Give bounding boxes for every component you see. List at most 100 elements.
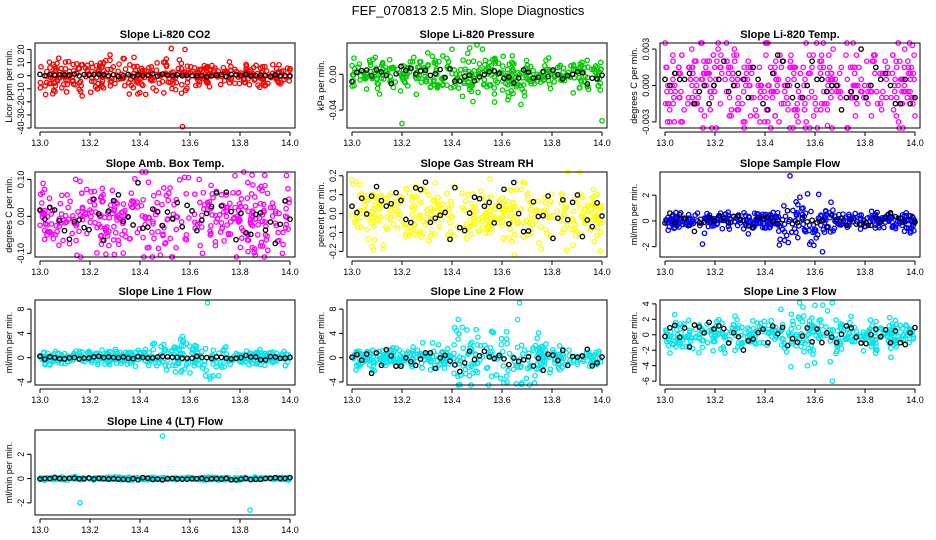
data-point [683, 343, 690, 350]
reference-point [809, 58, 815, 65]
reference-point [486, 199, 493, 206]
plot-frame [34, 171, 296, 258]
data-point [87, 89, 94, 96]
data-point [248, 191, 255, 197]
data-point [380, 76, 387, 82]
data-point [169, 85, 175, 92]
data-point [434, 201, 441, 208]
data-point [580, 358, 587, 365]
reference-point [765, 106, 771, 113]
panel-title: Slope Line 4 (LT) Flow [107, 416, 223, 428]
data-point [470, 370, 476, 376]
y-tick-label: 4 [16, 331, 26, 336]
reference-point [71, 354, 78, 361]
data-point [878, 94, 885, 101]
reference-point [120, 218, 127, 225]
data-point [671, 225, 677, 232]
data-point [907, 88, 913, 95]
data-point [445, 231, 451, 238]
reference-point [51, 207, 58, 213]
data-point [69, 78, 76, 84]
reference-point [267, 219, 274, 225]
x-tick-label: 13.8 [543, 138, 561, 148]
reference-point [676, 76, 683, 83]
y-axis: -0.2-0.10.00.10.2 [328, 170, 344, 259]
data-point [691, 58, 698, 65]
x-tick-label: 14.0 [593, 138, 611, 148]
data-point [744, 324, 751, 331]
data-point [351, 55, 357, 62]
data-point [262, 362, 268, 369]
data-point [817, 58, 823, 65]
reference-point [711, 217, 717, 224]
reference-point [407, 358, 414, 365]
data-point [510, 206, 517, 213]
data-point [889, 219, 895, 226]
data-point [499, 194, 506, 201]
data-point [742, 329, 748, 336]
reference-point [506, 361, 512, 368]
y-tick-label: 0.00 [328, 66, 338, 84]
data-point [397, 88, 404, 94]
data-point [498, 335, 505, 342]
data-point [878, 106, 885, 113]
data-points [37, 169, 293, 260]
reference-point [564, 72, 571, 79]
reference-point [203, 74, 210, 80]
reference-point [779, 324, 786, 331]
reference-point [540, 367, 547, 374]
reference-point [422, 67, 429, 74]
data-point [77, 88, 84, 95]
data-point [721, 335, 728, 341]
x-tick-label: 13.0 [343, 267, 361, 277]
data-point [507, 206, 514, 213]
data-point [216, 350, 222, 357]
data-point [892, 317, 899, 324]
data-point [97, 60, 104, 66]
data-point [663, 327, 669, 334]
data-point [94, 249, 100, 256]
data-point [37, 84, 44, 91]
data-point [813, 106, 820, 113]
data-point [687, 327, 693, 334]
data-point [499, 87, 506, 93]
data-point [264, 247, 271, 254]
data-point [696, 349, 702, 356]
data-point [710, 347, 716, 354]
data-point [749, 318, 756, 324]
data-point [857, 215, 864, 222]
data-point [77, 178, 83, 185]
reference-point [716, 212, 722, 219]
reference-point [223, 189, 230, 195]
reference-point [882, 213, 889, 220]
data-point [245, 237, 252, 244]
data-point [494, 219, 501, 226]
data-point [789, 229, 795, 235]
data-point [41, 236, 48, 243]
reference-point [725, 340, 732, 346]
data-point [527, 206, 534, 213]
reference-point [574, 354, 581, 361]
data-point [370, 223, 377, 230]
data-point [796, 300, 803, 306]
data-point [397, 211, 403, 218]
plot-frame [346, 171, 608, 258]
reference-point [120, 354, 127, 360]
data-point [704, 58, 710, 65]
reference-point [407, 65, 414, 72]
data-point [793, 113, 800, 119]
reference-point [105, 208, 112, 214]
data-point [893, 58, 899, 65]
data-point [770, 88, 777, 95]
data-point [748, 94, 755, 101]
data-point [821, 100, 828, 107]
data-point [778, 327, 785, 334]
reference-point [86, 475, 92, 481]
data-point [479, 46, 486, 53]
data-point [164, 216, 171, 223]
data-point [38, 200, 45, 206]
data-point [781, 88, 788, 95]
data-point [93, 62, 100, 69]
data-point [451, 370, 457, 377]
